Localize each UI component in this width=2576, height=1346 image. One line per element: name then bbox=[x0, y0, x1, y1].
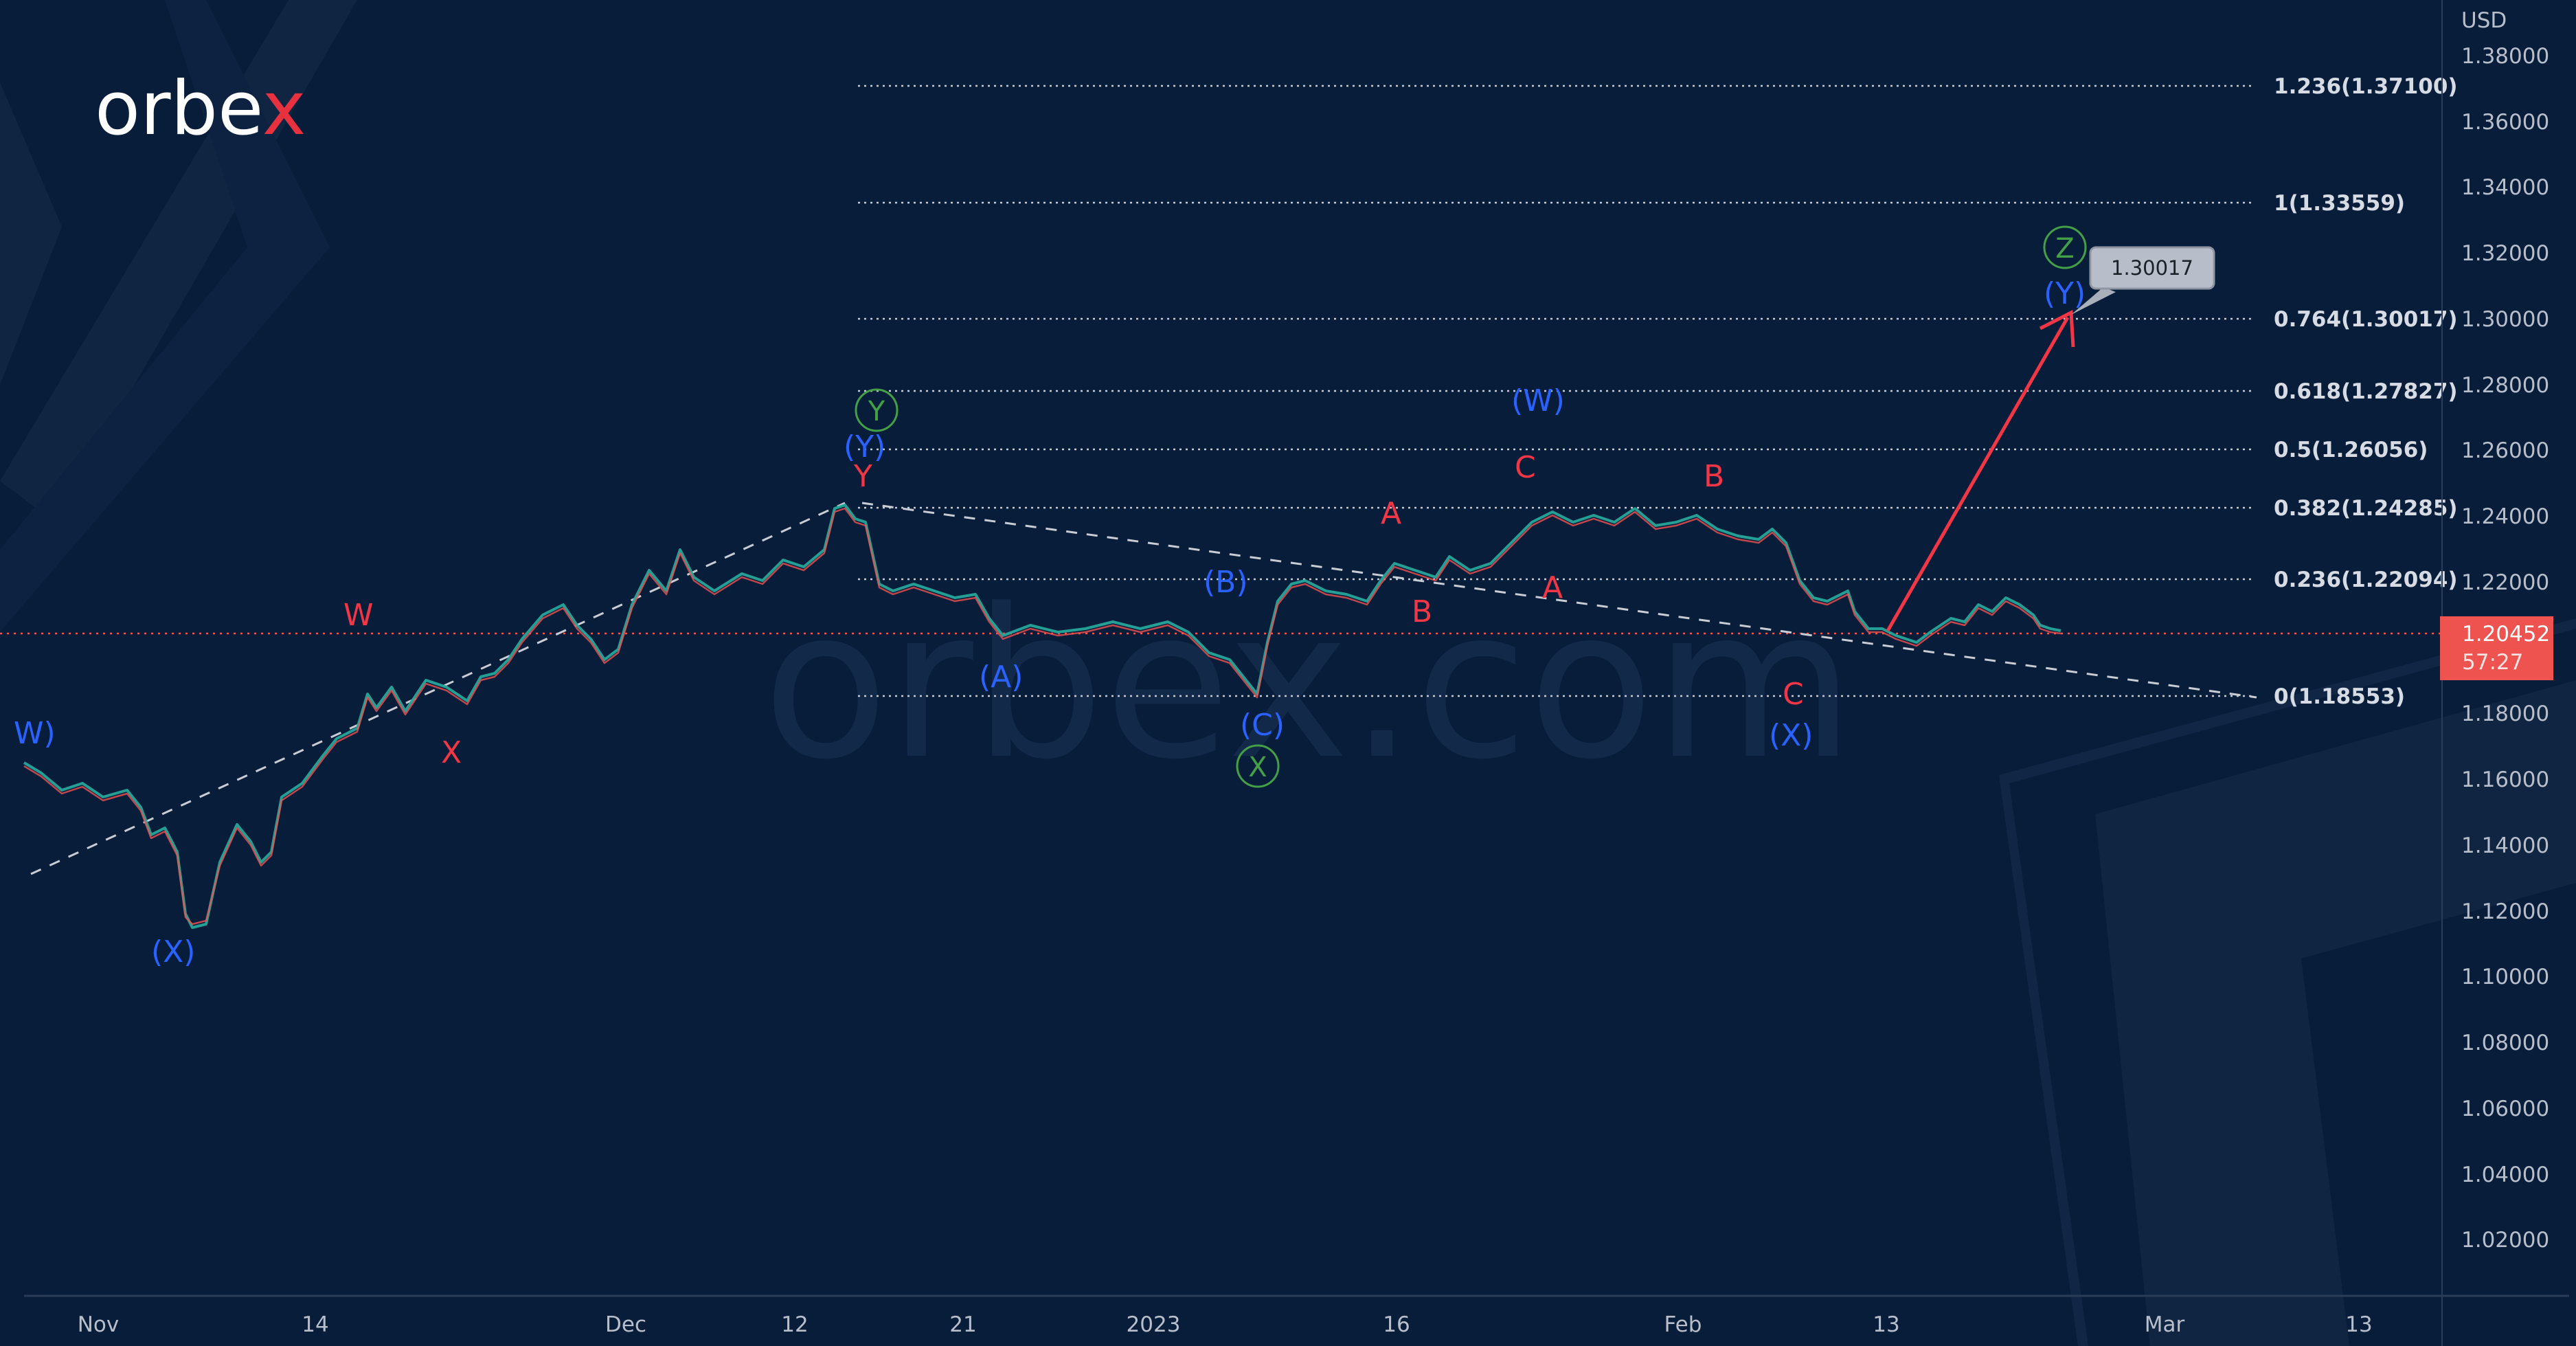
time-tick: 2023 bbox=[1127, 1312, 1181, 1337]
wave-label-x-blue: (X) bbox=[1769, 718, 1813, 753]
wave-label-y-blue: (Y) bbox=[2044, 276, 2086, 311]
wave-label-w-red: W bbox=[343, 598, 374, 633]
price-tick: 1.10000 bbox=[2461, 965, 2549, 989]
wave-label-a-blue: (A) bbox=[979, 660, 1023, 695]
fib-label: 0(1.18553) bbox=[2274, 684, 2405, 709]
circle-icon bbox=[855, 388, 899, 432]
time-tick: Feb bbox=[1664, 1312, 1702, 1337]
time-tick: Dec bbox=[605, 1312, 646, 1337]
wave-label-y-red: Y bbox=[853, 459, 872, 494]
wave-label-z-green: Z bbox=[2043, 225, 2087, 269]
wave-label-c-red: C bbox=[1783, 677, 1804, 712]
time-tick: 13 bbox=[1873, 1312, 1899, 1337]
logo-text: orbex bbox=[95, 66, 306, 152]
wave-label-y-green: Y bbox=[855, 388, 899, 432]
wave-label-w-blue: (W) bbox=[1511, 383, 1565, 418]
fib-label: 0.382(1.24285) bbox=[2274, 496, 2458, 521]
forecast-arrow-line[interactable] bbox=[1886, 316, 2070, 632]
wave-label-a-red: A bbox=[1542, 570, 1563, 605]
price-tick: 1.14000 bbox=[2461, 833, 2549, 858]
time-tick: 16 bbox=[1383, 1312, 1410, 1337]
fibonacci-levels[interactable] bbox=[858, 85, 2255, 697]
fibonacci-labels: 1.236(1.37100) 1(1.33559) 0.764(1.30017)… bbox=[2274, 74, 2458, 709]
time-axis[interactable]: Nov 14 Dec 12 21 2023 16 Feb 13 Mar 13 bbox=[24, 1294, 2569, 1337]
price-tick: 1.28000 bbox=[2461, 373, 2549, 398]
callout-pointer bbox=[2071, 287, 2116, 315]
price-axis[interactable]: USD 1.38000 1.36000 1.34000 1.32000 1.30… bbox=[2440, 0, 2553, 1346]
callout-box bbox=[2089, 246, 2215, 290]
falling-trendline[interactable] bbox=[861, 502, 2257, 699]
price-tick: 1.34000 bbox=[2461, 175, 2549, 200]
time-tick: Nov bbox=[78, 1312, 120, 1337]
wave-label-a-red: A bbox=[1381, 496, 1401, 531]
target-callout[interactable]: 1.30017 bbox=[2071, 246, 2215, 315]
price-tick: 1.24000 bbox=[2461, 504, 2549, 529]
time-tick: 21 bbox=[949, 1312, 976, 1337]
wave-label-c-blue: (C) bbox=[1240, 708, 1285, 743]
wave-label-c-red: C bbox=[1515, 450, 1536, 485]
wave-label-x-blue: (X) bbox=[151, 934, 195, 969]
wave-label-x-green: X bbox=[1236, 744, 1280, 788]
price-tick: 1.08000 bbox=[2461, 1031, 2549, 1055]
price-tag-bg bbox=[2440, 616, 2553, 680]
wave-label-b-red: B bbox=[1704, 459, 1724, 494]
time-tick: 13 bbox=[2345, 1312, 2372, 1337]
svg-text:Y: Y bbox=[868, 396, 885, 427]
currency-label: USD bbox=[2461, 8, 2507, 33]
trendlines[interactable] bbox=[30, 502, 2257, 875]
price-line-down bbox=[23, 507, 2061, 926]
price-line-up bbox=[23, 504, 2061, 929]
callout-value: 1.30017 bbox=[2111, 256, 2193, 280]
orbex-logo: orbex bbox=[95, 66, 306, 152]
price-tick: 1.36000 bbox=[2461, 110, 2549, 135]
svg-text:Z: Z bbox=[2055, 233, 2074, 265]
price-tick: 1.04000 bbox=[2461, 1163, 2549, 1187]
fib-label: 0.236(1.22094) bbox=[2274, 568, 2458, 592]
current-price: 1.20452 bbox=[2462, 622, 2550, 647]
price-tick: 1.02000 bbox=[2461, 1228, 2549, 1253]
wave-label-b-blue: (B) bbox=[1204, 565, 1248, 600]
circle-icon bbox=[2043, 225, 2087, 269]
price-tick: 1.30000 bbox=[2461, 307, 2549, 332]
time-tick: 12 bbox=[781, 1312, 808, 1337]
price-tick: 1.32000 bbox=[2461, 241, 2549, 266]
price-tick: 1.12000 bbox=[2461, 899, 2549, 924]
price-tick: 1.16000 bbox=[2461, 767, 2549, 792]
wave-label-b-red: B bbox=[1412, 594, 1432, 629]
wave-label-w-blue: W) bbox=[14, 716, 56, 751]
arrow-head-icon bbox=[2039, 310, 2075, 348]
fib-label: 0.764(1.30017) bbox=[2274, 307, 2458, 332]
wave-label-x-red: X bbox=[441, 735, 462, 770]
wave-label-y-blue: (Y) bbox=[844, 429, 885, 464]
price-tick: 1.38000 bbox=[2461, 44, 2549, 69]
price-series bbox=[23, 504, 2061, 929]
price-tick: 1.06000 bbox=[2461, 1097, 2549, 1121]
price-tick: 1.26000 bbox=[2461, 438, 2549, 463]
fib-label: 0.618(1.27827) bbox=[2274, 379, 2458, 404]
fib-label: 1(1.33559) bbox=[2274, 191, 2405, 216]
bar-countdown: 57:27 bbox=[2462, 650, 2523, 675]
circle-icon bbox=[1236, 744, 1280, 788]
wave-labels: W) (X) W X Y (Y) Y (A) (B) (C) X A B C (… bbox=[14, 225, 2087, 969]
fib-label: 0.5(1.26056) bbox=[2274, 438, 2428, 462]
svg-text:X: X bbox=[1248, 752, 1267, 783]
price-tick: 1.22000 bbox=[2461, 570, 2549, 595]
price-tick: 1.18000 bbox=[2461, 702, 2549, 726]
fib-label: 1.236(1.37100) bbox=[2274, 74, 2458, 99]
forecast-arrow[interactable] bbox=[1886, 310, 2075, 632]
rising-trendline[interactable] bbox=[30, 502, 846, 875]
current-price-tag: 1.20452 57:27 bbox=[2440, 616, 2553, 680]
watermark: orbex.com bbox=[762, 565, 1855, 805]
time-tick: Mar bbox=[2145, 1312, 2185, 1337]
time-tick: 14 bbox=[302, 1312, 328, 1337]
